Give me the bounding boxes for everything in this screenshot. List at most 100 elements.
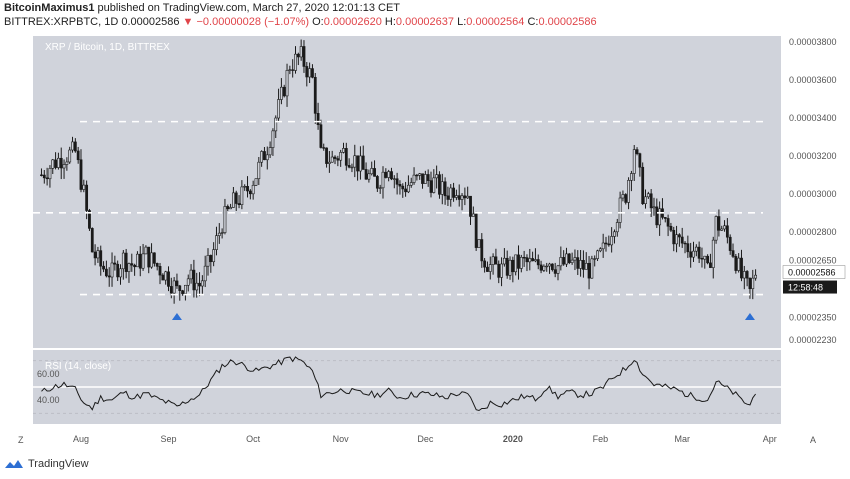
svg-text:A: A — [810, 435, 816, 445]
candle-body — [644, 196, 647, 204]
candle-body — [709, 262, 712, 268]
candle — [226, 204, 230, 212]
candle-body — [604, 242, 608, 245]
candle-body — [717, 216, 721, 231]
auto-scale-button[interactable]: A — [810, 435, 816, 445]
candle — [333, 155, 337, 165]
candle-body — [350, 166, 354, 169]
price-tick-3: 0.00003200 — [789, 151, 837, 161]
candle-body — [367, 173, 371, 180]
buy-marker-icon — [171, 313, 182, 320]
candle-body — [121, 252, 125, 270]
candle — [350, 163, 354, 173]
z-button[interactable]: Z — [14, 432, 28, 446]
candle-body — [277, 99, 280, 119]
price-tick-2: 0.00003400 — [789, 113, 837, 123]
candle-body — [172, 280, 176, 294]
candle-body — [474, 213, 478, 248]
candle-body — [480, 239, 484, 262]
candle-body — [534, 259, 537, 262]
candle — [296, 52, 300, 66]
candle-body — [742, 271, 746, 279]
candle — [116, 260, 120, 282]
countdown-tag-box — [783, 280, 837, 294]
candle — [632, 145, 636, 181]
candle-body — [525, 257, 529, 263]
candle — [590, 255, 594, 279]
candle-body — [299, 46, 303, 58]
candle — [79, 149, 83, 193]
candle — [302, 40, 306, 73]
candle — [232, 187, 235, 208]
candle — [133, 263, 137, 276]
candle-body — [412, 174, 416, 183]
chart-title: XRP / Bitcoin, 1D, BITTREX — [45, 42, 170, 53]
candle — [486, 261, 489, 272]
candle — [717, 209, 721, 237]
tradingview-logo-icon[interactable] — [4, 458, 24, 470]
price-pane-background[interactable] — [33, 36, 781, 348]
author-name[interactable]: BitcoinMaximus1 — [4, 2, 95, 14]
brand-name[interactable]: TradingView — [28, 458, 89, 470]
candle-body — [748, 277, 752, 290]
candle — [155, 262, 159, 271]
candle — [90, 227, 94, 253]
candle-body — [542, 265, 546, 271]
candle-body — [339, 152, 343, 161]
candle-body — [359, 155, 362, 172]
candle-body — [438, 174, 441, 195]
candle — [164, 270, 168, 285]
candle — [229, 203, 232, 210]
candle — [579, 249, 582, 277]
candle-body — [407, 184, 410, 193]
candle — [429, 171, 433, 198]
price-axis[interactable]: 0.00003800 0.00003600 0.00003400 0.00003200… — [789, 37, 837, 345]
candle — [263, 147, 266, 161]
rsi-tick-1: 40.00 — [37, 395, 60, 405]
candle — [426, 169, 430, 187]
candle — [367, 169, 371, 183]
candle — [686, 235, 690, 258]
candle — [42, 170, 46, 184]
candle — [680, 227, 684, 248]
xrpbtc-chart[interactable]: XRP / Bitcoin, 1D, BITTREX RSI (14, clos… — [0, 32, 850, 454]
candle-body — [392, 178, 396, 180]
candle — [200, 275, 204, 295]
candle — [610, 227, 614, 253]
candle-body — [598, 248, 602, 252]
candle-body — [703, 255, 707, 260]
candle — [364, 162, 368, 180]
candle-body — [675, 234, 678, 245]
time-axis[interactable]: Aug Sep Oct Nov Dec 2020 Feb Mar Apr — [73, 434, 777, 444]
candle-body — [737, 257, 741, 271]
candle — [316, 102, 320, 130]
rsi-axis[interactable]: 60.00 40.00 — [37, 369, 60, 405]
candle — [319, 119, 323, 149]
candle — [71, 136, 74, 153]
candle-body — [246, 186, 249, 192]
candle-body — [288, 69, 292, 71]
candle-body — [347, 165, 351, 168]
candle-body — [96, 250, 100, 259]
candle — [150, 243, 153, 269]
candle — [649, 189, 653, 218]
candle — [723, 220, 726, 232]
last-price-tag-text: 0.00002586 — [788, 268, 836, 278]
high-value: 0.00002637 — [395, 16, 455, 28]
candle-body — [567, 253, 571, 263]
candle-body — [469, 195, 472, 217]
candle-body — [76, 150, 80, 161]
candle-body — [423, 174, 427, 184]
candle — [254, 178, 258, 186]
candle — [285, 63, 289, 107]
candle-body — [454, 195, 458, 198]
candle-body — [613, 231, 616, 237]
candle-body — [282, 86, 286, 97]
candle-body — [740, 257, 743, 279]
candle-body — [316, 113, 320, 126]
candle — [268, 141, 272, 159]
candle — [147, 246, 151, 274]
candle — [542, 264, 546, 272]
candle — [663, 217, 667, 223]
candle-body — [714, 216, 718, 241]
